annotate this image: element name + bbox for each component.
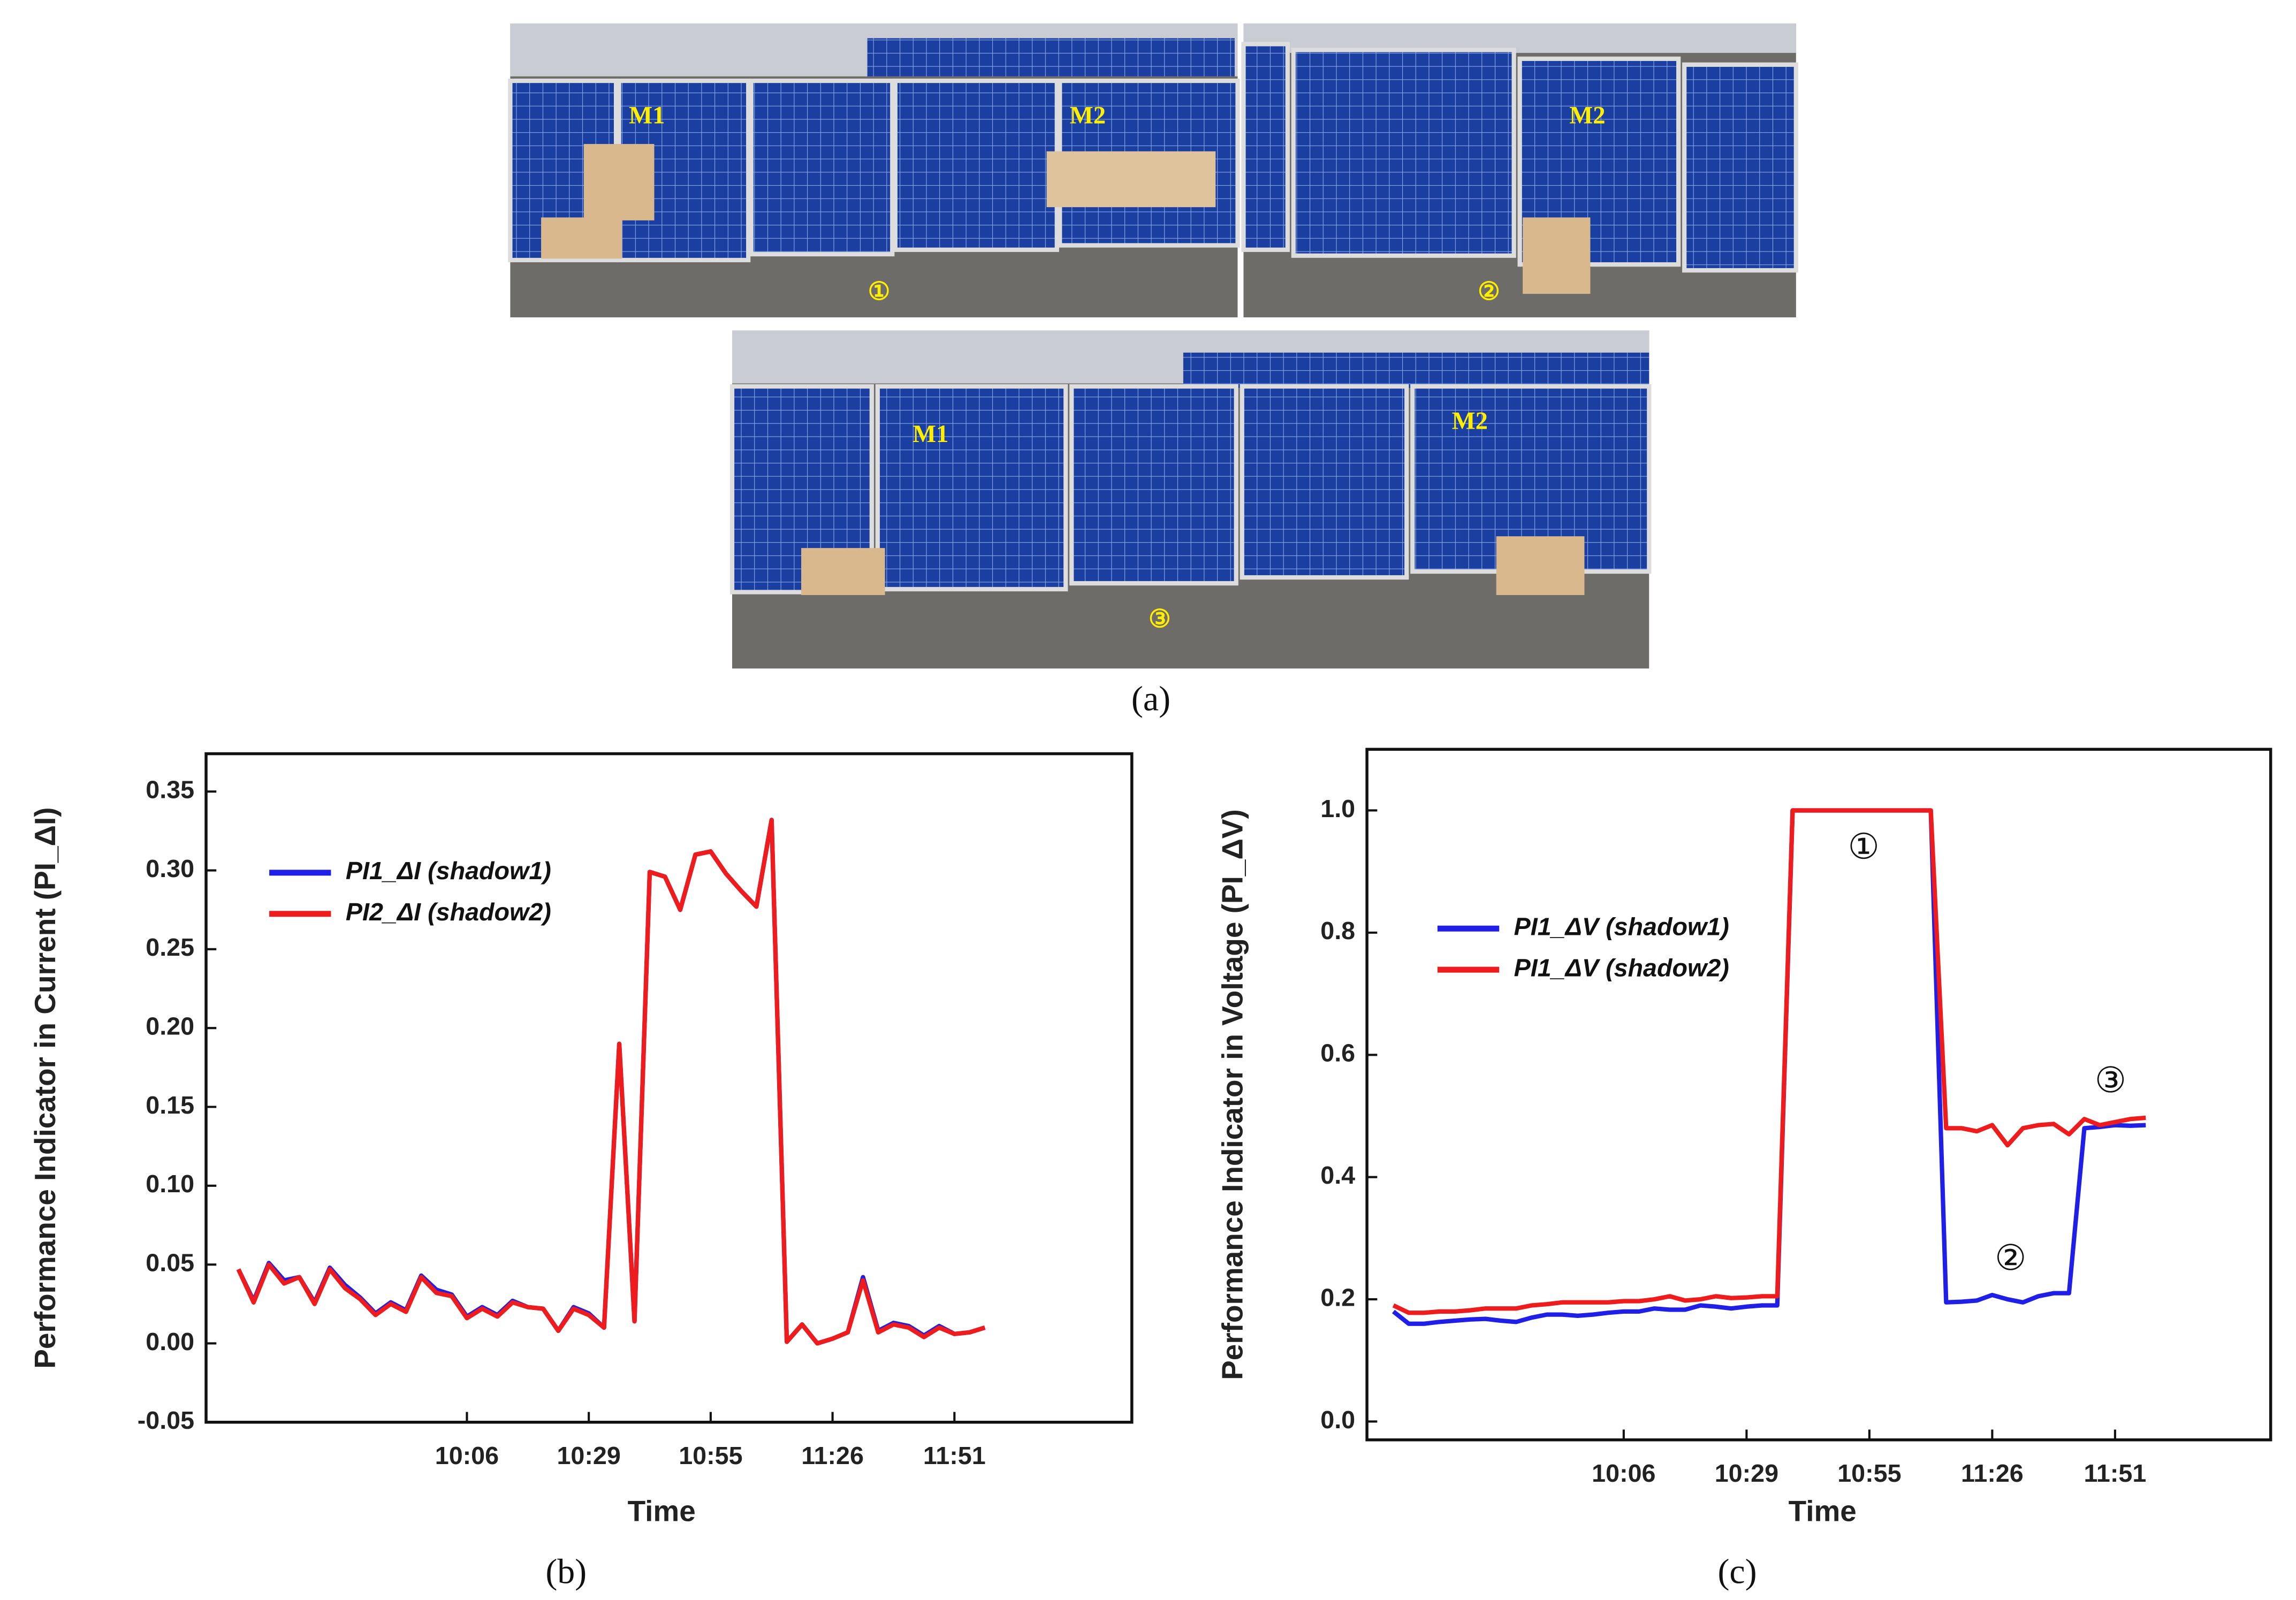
y-tick-label: 0.15 — [146, 1091, 194, 1119]
caption: (a) — [1131, 680, 1170, 719]
x-axis-label: Time — [1789, 1495, 1857, 1528]
legend-label: PI1_ΔV (shadow2) — [1514, 954, 1729, 981]
photo-label: M2 — [1452, 407, 1488, 435]
legend-label: PI1_ΔV (shadow1) — [1514, 913, 1729, 941]
x-tick-label: 10:06 — [435, 1442, 499, 1469]
y-tick-label: 0.30 — [146, 855, 194, 882]
series-line — [236, 818, 986, 1346]
x-tick-label: 10:55 — [1837, 1459, 1901, 1487]
y-tick-label: 0.4 — [1320, 1161, 1355, 1189]
photo-2: M2 ② — [1241, 23, 1798, 318]
x-tick-label: 10:29 — [557, 1442, 620, 1469]
plot-frame — [204, 752, 1134, 1424]
y-tick-label: 0.20 — [146, 1012, 194, 1040]
y-tick-label: 0.25 — [146, 933, 194, 961]
y-tick-label: 0.6 — [1320, 1039, 1355, 1067]
annotation: ② — [1995, 1238, 2026, 1277]
photo-label: M2 — [1070, 101, 1106, 129]
caption: (c) — [1717, 1552, 1757, 1591]
x-tick-label: 11:51 — [923, 1442, 986, 1469]
y-tick-label: -0.05 — [138, 1406, 194, 1434]
y-tick-label: 0.10 — [146, 1170, 194, 1198]
y-tick-label: 0.00 — [146, 1328, 194, 1355]
x-tick-label: 10:55 — [679, 1442, 742, 1469]
photo-label: M2 — [1569, 101, 1605, 129]
x-axis-label: Time — [628, 1495, 696, 1528]
x-tick-label: 10:29 — [1715, 1459, 1778, 1487]
y-tick-label: 1.0 — [1320, 795, 1355, 822]
y-tick-label: 0.2 — [1320, 1283, 1355, 1311]
photo-label: ① — [868, 278, 891, 306]
plot-frame — [1365, 748, 2272, 1442]
photo-label: M1 — [629, 101, 665, 129]
y-tick-label: 0.0 — [1320, 1406, 1355, 1434]
x-tick-label: 11:26 — [1961, 1459, 2024, 1487]
y-tick-label: 0.35 — [146, 776, 194, 804]
y-axis-label: Performance Indicator in Voltage (PI_ΔV) — [1215, 809, 1249, 1380]
legend-label: PI2_ΔI (shadow2) — [346, 898, 551, 926]
x-tick-label: 10:06 — [1592, 1459, 1655, 1487]
annotation: ③ — [2095, 1060, 2126, 1100]
series-line — [1392, 808, 2146, 1315]
x-tick-label: 11:26 — [801, 1442, 864, 1469]
y-axis-label: Performance Indicator in Current (PI_ΔI) — [28, 807, 62, 1368]
annotation: ① — [1848, 826, 1880, 866]
photo-label: M1 — [913, 420, 948, 448]
series-line — [1392, 808, 2146, 1326]
photo-label: ② — [1478, 278, 1500, 306]
x-tick-label: 11:51 — [2084, 1459, 2147, 1487]
y-tick-label: 0.8 — [1320, 917, 1355, 944]
caption: (b) — [545, 1552, 587, 1591]
photo-label: ③ — [1149, 605, 1171, 633]
photo-3: M1 M2 ③ — [729, 330, 1652, 669]
photo-1: M1 M2 ① — [508, 23, 1240, 318]
legend-label: PI1_ΔI (shadow1) — [346, 857, 551, 885]
y-tick-label: 0.05 — [146, 1248, 194, 1276]
